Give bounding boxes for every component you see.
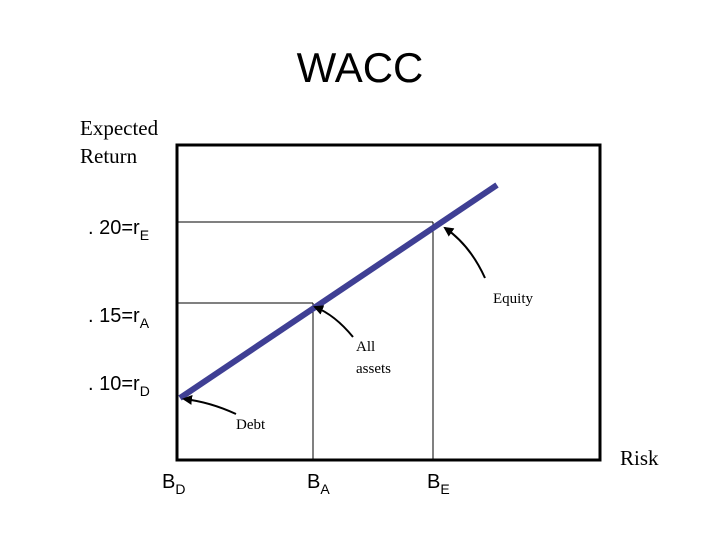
y-label: . 10=rD — [88, 373, 150, 399]
annotation: Debt — [236, 417, 266, 433]
annotation: All — [356, 339, 375, 355]
x-label: BD — [162, 471, 185, 497]
wacc-line — [178, 182, 499, 401]
arrow — [443, 226, 486, 279]
arrow — [313, 305, 354, 338]
x-label: BE — [427, 471, 450, 497]
x-axis-label: Risk — [620, 446, 659, 470]
y-axis-label: Expected — [80, 116, 159, 140]
title: WACC — [297, 44, 424, 91]
x-label: BA — [307, 471, 330, 497]
y-label: . 15=rA — [88, 305, 150, 331]
annotation: Equity — [493, 291, 533, 307]
arrow — [182, 394, 237, 415]
y-label: . 20=rE — [88, 217, 149, 243]
y-axis-label: Return — [80, 144, 138, 168]
annotation: assets — [356, 361, 391, 377]
